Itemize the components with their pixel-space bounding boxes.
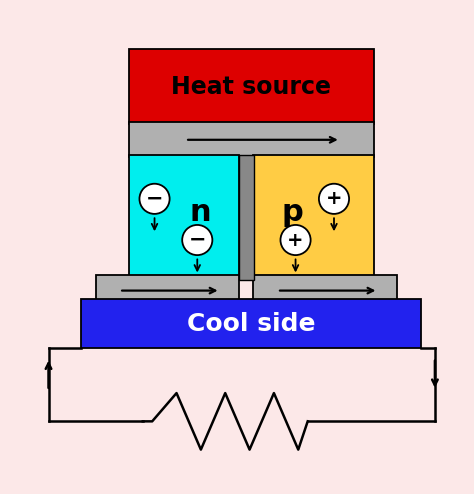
Bar	[82, 299, 421, 348]
Text: +: +	[287, 231, 304, 249]
Circle shape	[139, 184, 170, 214]
Circle shape	[281, 225, 310, 255]
Circle shape	[182, 225, 212, 255]
Text: Heat source: Heat source	[171, 75, 331, 99]
Bar	[254, 275, 397, 306]
Bar	[96, 275, 239, 306]
Text: Cool side: Cool side	[187, 312, 315, 335]
Bar	[239, 155, 255, 280]
Circle shape	[319, 184, 349, 214]
Text: n: n	[190, 198, 211, 227]
Bar	[254, 155, 374, 280]
Bar	[128, 122, 374, 158]
Text: −: −	[146, 189, 163, 209]
Text: p: p	[281, 198, 303, 227]
Text: +: +	[326, 189, 342, 208]
Bar	[128, 49, 374, 124]
Bar	[128, 155, 239, 280]
Text: −: −	[189, 230, 206, 250]
